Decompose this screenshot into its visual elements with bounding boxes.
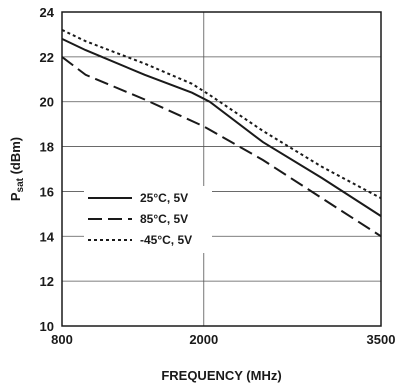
y-tick-label: 12	[40, 274, 54, 289]
y-axis-title: Psat (dBm)	[8, 137, 26, 201]
legend: 25°C, 5V 85°C, 5V -45°C, 5V	[84, 186, 212, 253]
y-axis-title-main: P	[8, 192, 23, 201]
x-tick-label: 2000	[189, 332, 218, 347]
y-tick-label: 18	[40, 140, 54, 155]
legend-label: 25°C, 5V	[140, 191, 188, 205]
y-tick-label: 16	[40, 184, 54, 199]
y-tick-label: 14	[40, 229, 55, 244]
tick-labels: 10 12 14 16 18 20 22 24 800 2000 3500	[40, 5, 396, 347]
series-line	[61, 37, 382, 217]
grid-lines	[61, 11, 382, 327]
x-tick-label: 800	[51, 332, 73, 347]
y-axis-title-unit: (dBm)	[8, 137, 23, 178]
x-axis-title: FREQUENCY (MHz)	[161, 368, 281, 383]
y-tick-label: 22	[40, 50, 54, 65]
legend-label: 85°C, 5V	[140, 212, 188, 226]
series-line	[61, 56, 382, 238]
series-lines	[61, 28, 382, 238]
legend-label: -45°C, 5V	[140, 233, 192, 247]
y-axis-title-subscript: sat	[15, 177, 26, 192]
y-tick-label: 20	[40, 95, 54, 110]
plot-frame	[61, 11, 382, 327]
x-tick-label: 3500	[367, 332, 396, 347]
y-tick-label: 24	[40, 5, 55, 20]
y-tick-label: 10	[40, 319, 54, 334]
series-line	[61, 28, 382, 200]
